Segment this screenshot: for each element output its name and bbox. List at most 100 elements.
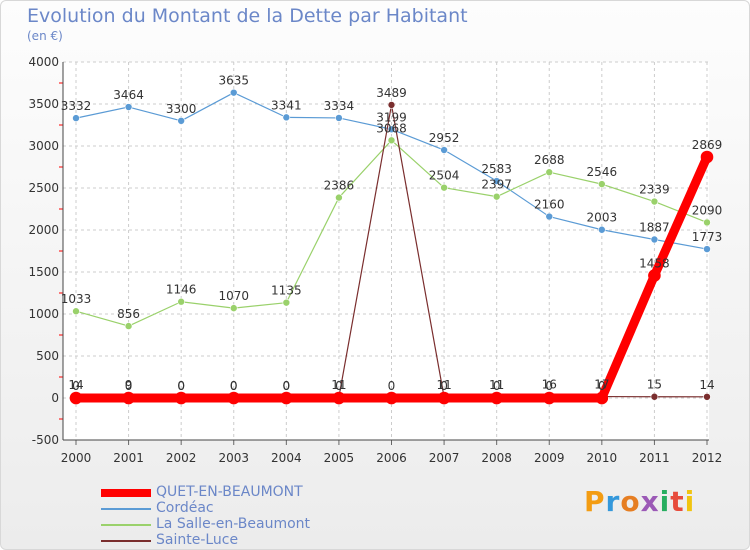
data-point: [437, 391, 451, 405]
data-label: 2869: [692, 138, 723, 152]
data-label: 9: [125, 378, 133, 392]
data-label: 1887: [639, 220, 670, 234]
data-point: [282, 113, 291, 122]
data-point: [703, 245, 711, 253]
data-label: 3489: [376, 86, 407, 100]
data-label: 11: [489, 378, 504, 392]
data-point: [545, 212, 554, 221]
data-point: [492, 192, 501, 201]
x-tick-label: 2010: [587, 451, 618, 465]
data-point: [440, 183, 448, 192]
data-point: [545, 168, 554, 177]
data-label: 1070: [218, 289, 249, 303]
data-label: 2339: [639, 183, 670, 197]
legend-label: QUET-EN-BEAUMONT: [156, 484, 303, 500]
data-label: 16: [542, 378, 557, 392]
y-tick-label: 3500: [28, 97, 59, 111]
y-tick-label: 3000: [28, 139, 59, 153]
data-point: [72, 307, 80, 316]
x-tick-label: 2009: [534, 451, 565, 465]
data-point: [598, 225, 606, 234]
data-label: 3068: [376, 121, 407, 135]
data-label: 3334: [324, 99, 355, 113]
data-label: 11: [436, 378, 451, 392]
data-point: [282, 298, 291, 307]
chart-subtitle: (en €): [27, 29, 63, 43]
data-label: 2397: [481, 178, 512, 192]
data-point: [227, 391, 241, 405]
data-point: [69, 391, 83, 405]
data-point: [177, 297, 185, 306]
data-point: [648, 269, 661, 282]
brand-logo: Proxiti: [584, 485, 696, 518]
data-point: [703, 393, 711, 401]
x-tick-label: 2007: [429, 451, 460, 465]
data-label: 0: [598, 379, 606, 393]
data-label: 15: [647, 378, 662, 392]
data-label: 0: [388, 379, 396, 393]
data-label: 0: [125, 379, 133, 393]
x-tick-label: 2011: [639, 451, 670, 465]
data-label: 0: [545, 379, 553, 393]
data-point: [332, 391, 346, 405]
x-tick-label: 2012: [692, 451, 723, 465]
data-point: [122, 391, 135, 405]
data-label: 1773: [692, 230, 723, 244]
data-point: [280, 391, 293, 405]
data-label: 0: [283, 379, 291, 393]
data-label: 0: [230, 379, 238, 393]
data-point: [387, 136, 396, 145]
data-point: [598, 180, 606, 188]
data-label: 1033: [61, 292, 92, 306]
data-point: [650, 392, 659, 401]
data-label: 0: [72, 379, 80, 393]
data-label: 3635: [218, 74, 249, 88]
y-tick-label: 4000: [28, 55, 59, 69]
legend-swatch: [101, 508, 151, 510]
data-point: [700, 150, 714, 164]
data-label: 3464: [113, 88, 144, 102]
y-tick-label: 500: [36, 349, 59, 363]
data-point: [385, 391, 398, 405]
legend-swatch: [101, 540, 151, 542]
chart-title: Evolution du Montant de la Dette par Hab…: [27, 5, 468, 27]
data-point: [174, 391, 188, 405]
data-label: 0: [440, 379, 448, 393]
data-point: [335, 114, 343, 122]
data-point: [335, 193, 343, 202]
data-label: 14: [699, 378, 714, 392]
data-point: [650, 235, 659, 244]
data-label: 0: [177, 379, 185, 393]
data-label: 2160: [534, 198, 565, 212]
data-label: 3199: [376, 110, 407, 124]
legend-label: Cordéac: [156, 500, 214, 516]
data-label: 3332: [61, 99, 92, 113]
data-point: [229, 88, 238, 97]
data-label: 2386: [324, 179, 355, 193]
legend-swatch: [101, 489, 151, 497]
y-tick-label: 1000: [28, 307, 59, 321]
data-point: [542, 391, 556, 405]
x-tick-label: 2004: [271, 451, 302, 465]
data-point: [177, 117, 185, 125]
data-label: 2688: [534, 153, 565, 167]
data-point: [490, 391, 503, 405]
data-label: 2952: [429, 131, 460, 145]
data-point: [595, 391, 609, 405]
data-point: [650, 197, 659, 206]
x-tick-label: 2002: [166, 451, 197, 465]
y-tick-label: 1500: [28, 265, 59, 279]
y-tick-label: -500: [32, 433, 59, 447]
x-tick-label: 2005: [324, 451, 355, 465]
data-point: [387, 101, 396, 109]
data-point: [440, 146, 448, 154]
data-point: [72, 114, 80, 122]
y-tick-label: 0: [51, 391, 59, 405]
data-label: 0: [177, 379, 185, 393]
data-label: 0: [230, 379, 238, 393]
data-label: 3341: [271, 98, 302, 112]
data-point: [124, 103, 133, 111]
data-label: 14: [68, 378, 83, 392]
